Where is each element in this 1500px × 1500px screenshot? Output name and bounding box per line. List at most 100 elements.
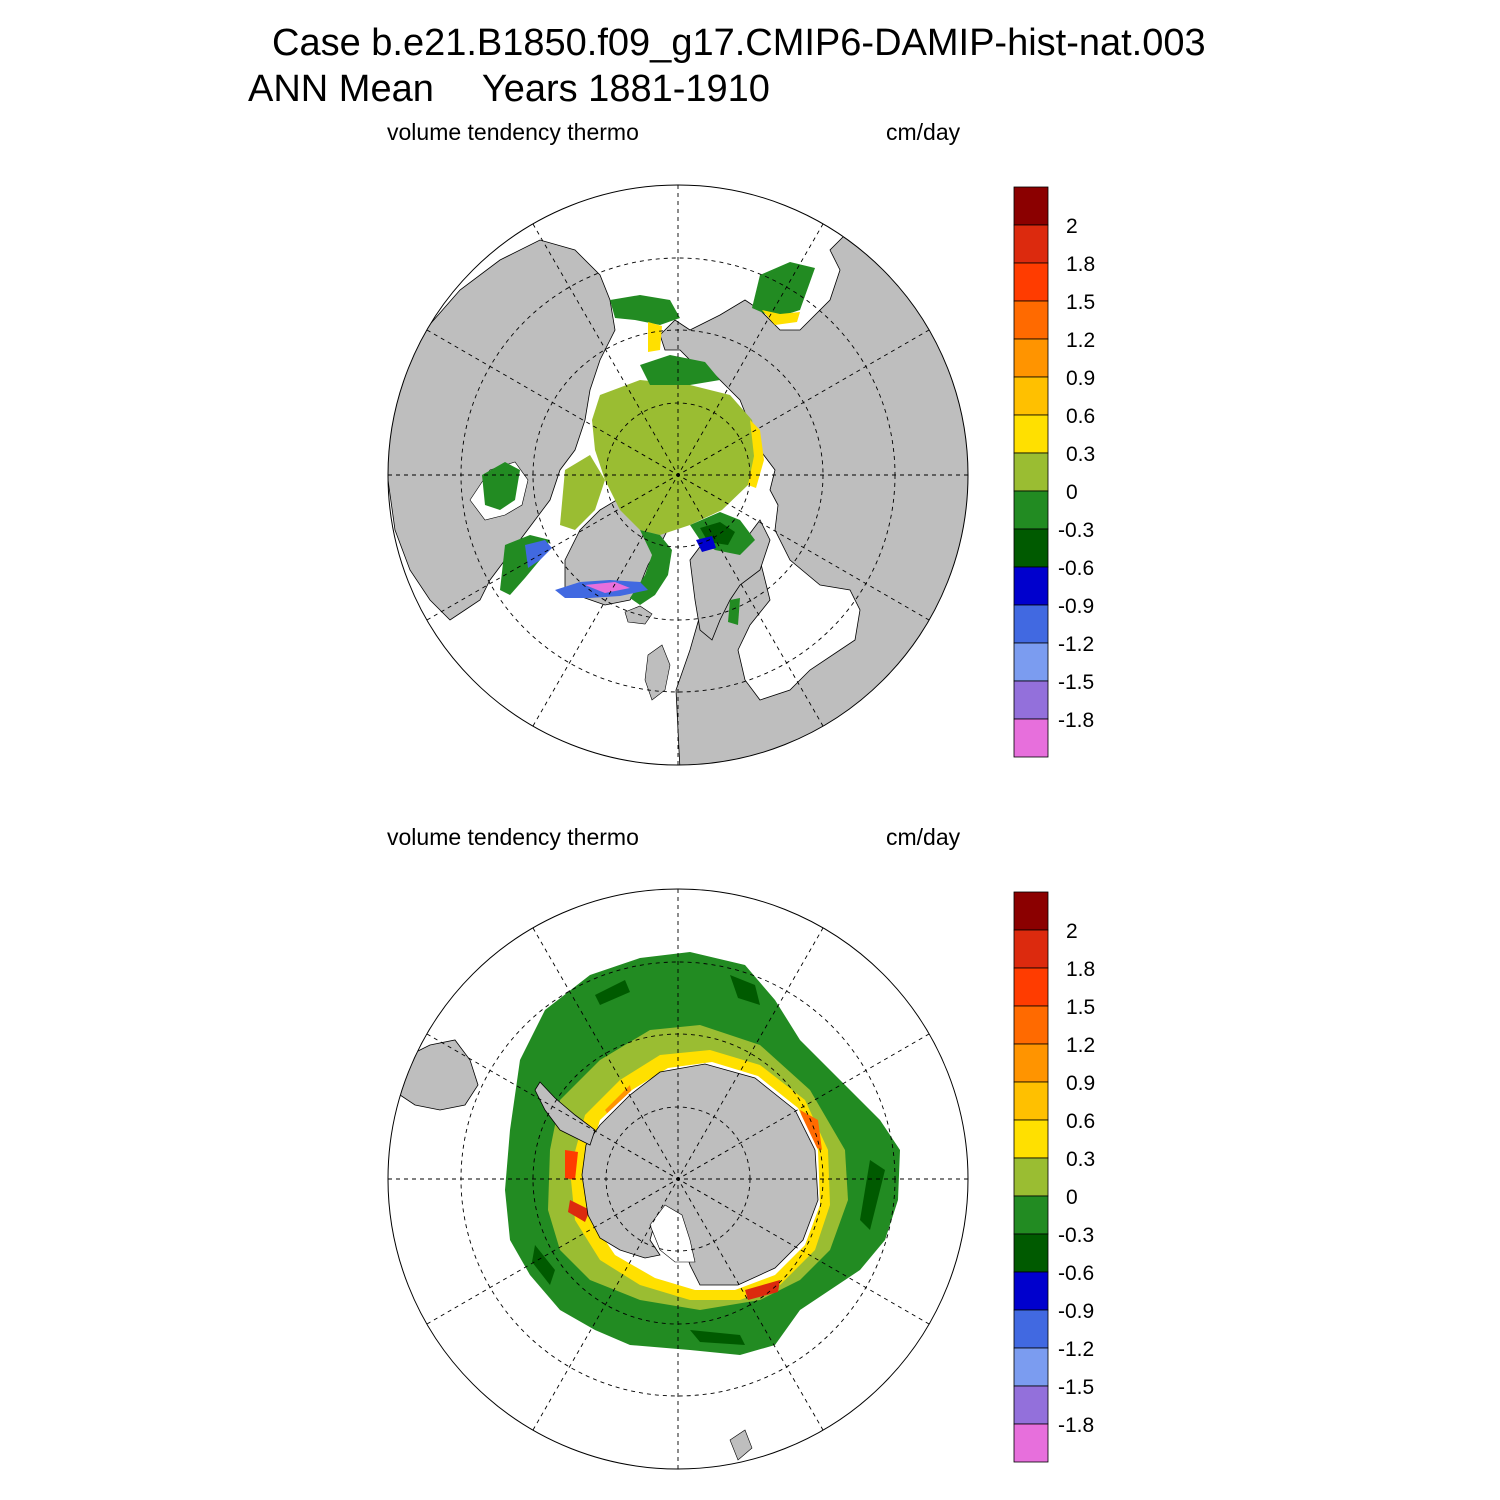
south-units-label: cm/day (886, 824, 961, 850)
north-colorbar-label-0: 2 (1066, 215, 1078, 238)
north-colorbar-box-2 (1013, 262, 1049, 302)
north-colorbar-box-6 (1013, 414, 1049, 454)
north-colorbar-label-3: 1.2 (1066, 329, 1095, 352)
south-coast-orange-2 (800, 1110, 822, 1150)
north-east-siberian-ice (640, 355, 720, 385)
south-colorbar-label-5: 0.6 (1066, 1110, 1095, 1133)
south-colorbar-box-13 (1013, 1385, 1049, 1425)
north-units-label: cm/day (886, 119, 961, 145)
south-polar-map (387, 888, 969, 1470)
north-colorbar-box-4 (1013, 338, 1049, 378)
years-label: Years 1881-1910 (481, 68, 770, 110)
north-colorbar-label-7: 0 (1066, 481, 1078, 504)
south-colorbar: 2 1.8 1.5 1.2 0.9 0.6 0.3 0 -0.3 -0.6 -0.9 -1.2 -1.5… (1013, 891, 1095, 1463)
south-coast-red-2 (568, 1200, 590, 1222)
north-colorbar-label-2: 1.5 (1066, 291, 1095, 314)
north-colorbar-box-9 (1013, 528, 1049, 568)
season-label: ANN Mean (248, 68, 434, 110)
south-dark-patch-1 (730, 975, 760, 1005)
figure-title: Case b.e21.B1850.f09_g17.CMIP6-DAMIP-his… (272, 22, 1206, 64)
south-colorbar-box-1 (1013, 929, 1049, 969)
north-map-border (387, 184, 969, 766)
north-colorbar-label-11: -1.2 (1058, 633, 1094, 656)
north-colorbar-box-14 (1013, 718, 1049, 758)
south-colorbar-label-0: 2 (1066, 920, 1078, 943)
north-colorbar-box-12 (1013, 642, 1049, 682)
south-dark-patch-5 (595, 980, 630, 1005)
north-colorbar-label-12: -1.5 (1058, 671, 1094, 694)
north-bering-ice (610, 295, 680, 325)
north-colorbar-box-8 (1013, 490, 1049, 530)
south-colorbar-label-7: 0 (1066, 1186, 1078, 1209)
north-colorbar-label-9: -0.6 (1058, 557, 1094, 580)
north-colorbar-box-7 (1013, 452, 1049, 492)
south-antarctica-land (581, 1063, 819, 1286)
south-colorbar-box-2 (1013, 967, 1049, 1007)
south-colorbar-box-7 (1013, 1157, 1049, 1197)
north-colorbar-box-10 (1013, 566, 1049, 606)
north-colorbar-label-4: 0.9 (1066, 367, 1095, 390)
south-ross-ice-shelf (649, 1204, 696, 1263)
south-colorbar-label-4: 0.9 (1066, 1072, 1095, 1095)
south-colorbar-label-10: -0.9 (1058, 1300, 1094, 1323)
north-colorbar-label-13: -1.8 (1058, 709, 1094, 732)
north-colorbar-box-11 (1013, 604, 1049, 644)
south-antarctic-peninsula (534, 1081, 596, 1146)
south-colorbar-label-12: -1.5 (1058, 1376, 1094, 1399)
south-colorbar-box-9 (1013, 1233, 1049, 1273)
south-colorbar-box-8 (1013, 1195, 1049, 1235)
south-australia-land (729, 1429, 753, 1461)
north-bering-yellow (648, 322, 662, 352)
south-colorbar-label-2: 1.5 (1066, 996, 1095, 1019)
south-colorbar-label-8: -0.3 (1058, 1224, 1094, 1247)
north-colorbar-box-5 (1013, 376, 1049, 416)
south-variable-label: volume tendency thermo (387, 824, 639, 850)
north-polar-map (387, 184, 969, 766)
north-colorbar-box-1 (1013, 224, 1049, 264)
north-colorbar-label-6: 0.3 (1066, 443, 1095, 466)
south-colorbar-label-11: -1.2 (1058, 1338, 1094, 1361)
north-colorbar: 2 1.8 1.5 1.2 0.9 0.6 0.3 0 -0.3 -0.6 -0.9 -1.2 -1.5… (1013, 186, 1095, 758)
south-coast-red-3 (745, 1280, 780, 1300)
south-colorbar-box-3 (1013, 1005, 1049, 1045)
north-ice-fields (482, 262, 815, 625)
south-colorbar-box-12 (1013, 1347, 1049, 1387)
north-america-land (388, 239, 616, 621)
south-colorbar-box-5 (1013, 1081, 1049, 1121)
north-denmark-strait-pink (585, 582, 630, 593)
north-graticule (388, 185, 968, 765)
north-colorbar-label-1: 1.8 (1066, 253, 1095, 276)
south-coast-red-1 (565, 1150, 578, 1180)
north-colorbar-label-8: -0.3 (1058, 519, 1094, 542)
north-okhotsk-ice (752, 262, 815, 318)
north-iceland-land (624, 605, 653, 625)
figure-subtitle: ANN Mean Years 1881-1910 (248, 70, 770, 108)
south-colorbar-box-0 (1013, 891, 1049, 931)
north-colorbar-label-10: -0.9 (1058, 595, 1094, 618)
south-colorbar-box-11 (1013, 1309, 1049, 1349)
south-map-border (387, 888, 969, 1470)
south-dark-patch-4 (690, 1330, 745, 1345)
north-baltic-ice (728, 598, 740, 625)
north-colorbar-box-3 (1013, 300, 1049, 340)
north-variable-label: volume tendency thermo (387, 119, 639, 145)
south-colorbar-label-9: -0.6 (1058, 1262, 1094, 1285)
north-okhotsk-yellow (762, 310, 800, 325)
south-colorbar-box-10 (1013, 1271, 1049, 1311)
south-graticule (388, 889, 968, 1469)
south-colorbar-label-13: -1.8 (1058, 1414, 1094, 1437)
south-colorbar-label-6: 0.3 (1066, 1148, 1095, 1171)
north-colorbar-box-0 (1013, 186, 1049, 226)
south-colorbar-box-4 (1013, 1043, 1049, 1083)
north-barents-blue (696, 536, 716, 552)
south-colorbar-box-14 (1013, 1423, 1049, 1463)
north-labrador-blue (525, 540, 552, 568)
south-dark-patch-3 (860, 1160, 885, 1230)
south-dark-patch-2 (532, 1245, 555, 1285)
north-central-arctic-ice (592, 380, 760, 535)
south-colorbar-label-3: 1.2 (1066, 1034, 1095, 1057)
north-uk-land (644, 644, 671, 701)
south-america-land (394, 1039, 479, 1111)
north-baffin-ice (560, 455, 605, 530)
